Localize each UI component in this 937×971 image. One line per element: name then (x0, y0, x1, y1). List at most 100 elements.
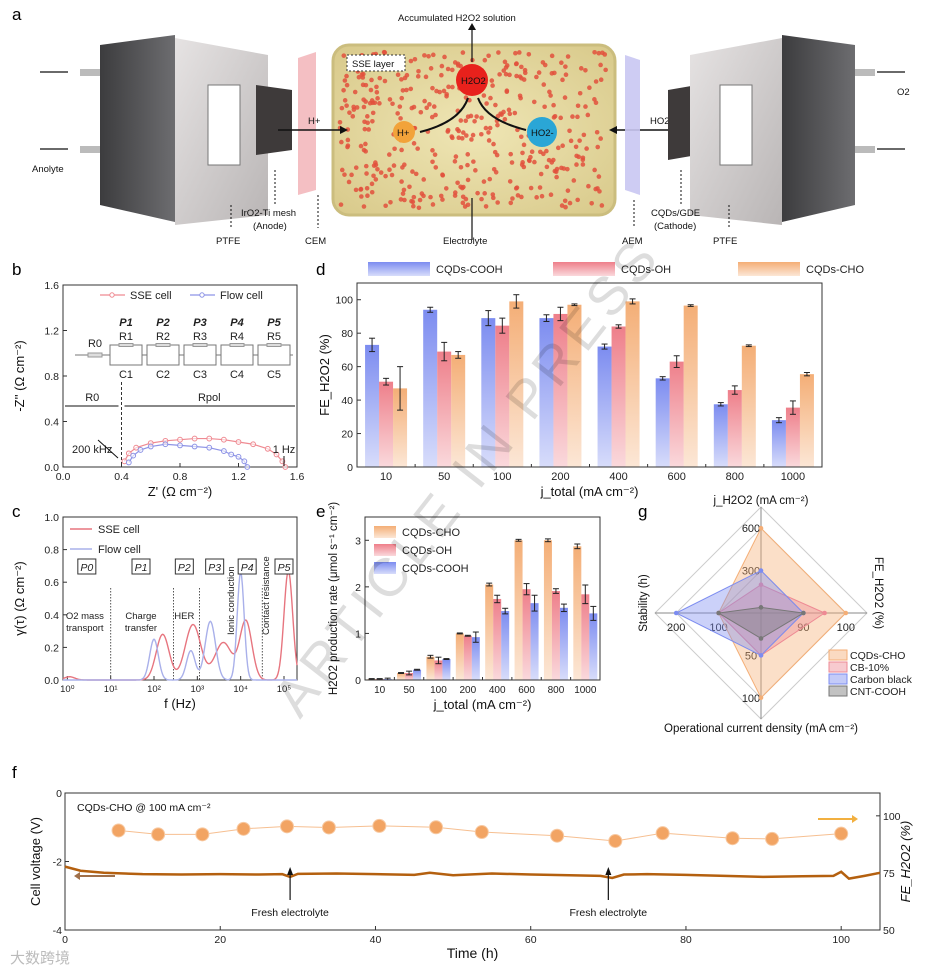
flow-arrows (40, 71, 905, 150)
radar-point (758, 605, 764, 610)
sse-particle (345, 137, 351, 143)
sse-particle (342, 172, 347, 177)
x-tick-label: 1.2 (231, 471, 246, 483)
fe-data-point (834, 826, 849, 841)
sse-particle (575, 114, 580, 120)
bar (451, 354, 466, 467)
sse-particle (514, 73, 519, 79)
data-point (162, 441, 169, 448)
sse-particle (542, 104, 547, 110)
y-tick-label: 3 (355, 535, 361, 547)
x-tick-label: 0.0 (56, 471, 71, 483)
bar (434, 660, 443, 680)
port (80, 69, 100, 76)
x-axis-title: Time (h) (447, 945, 499, 961)
sse-particle (502, 59, 508, 65)
sse-particle (495, 122, 500, 128)
x-axis-title: f (Hz) (164, 696, 196, 711)
sse-particle (449, 134, 455, 139)
sse-particle (407, 184, 412, 190)
legend-swatch (374, 562, 396, 574)
sse-particle (567, 200, 573, 206)
bar (771, 420, 786, 467)
annotation-label: Fresh electrolyte (251, 907, 329, 919)
ports (80, 69, 875, 153)
low-freq-label: 1 Hz (273, 444, 296, 456)
sse-particle (551, 115, 557, 120)
sse-particle (583, 67, 588, 73)
bar (539, 318, 554, 467)
sse-particle (359, 194, 364, 199)
fe-data-point (550, 828, 565, 843)
sse-particle (397, 104, 403, 109)
sse-particle (501, 109, 506, 115)
legend-label: CQDs-COOH (436, 264, 503, 276)
x-tick-label: 100 (493, 471, 511, 483)
sse-particle (364, 186, 370, 191)
sse-particle (358, 187, 363, 192)
bar (379, 381, 394, 467)
sse-particle (400, 191, 406, 196)
sse-particle (356, 74, 362, 80)
data-point (206, 444, 213, 451)
sse-particle (597, 189, 602, 194)
bar (713, 404, 728, 467)
panel-letter-f: f (12, 763, 17, 782)
data-point (130, 452, 137, 459)
sse-particle (602, 52, 608, 57)
legend-label: CQDs-OH (621, 264, 671, 276)
sse-particle (361, 147, 367, 153)
proton-particle (393, 121, 415, 143)
data-point (137, 447, 144, 453)
ptfe-right-label: PTFE (713, 236, 737, 247)
bar (442, 659, 451, 680)
x-tick-label: 200 (459, 685, 476, 696)
sse-particle (571, 178, 577, 183)
sse-particle (515, 193, 521, 198)
sse-particle (445, 127, 451, 133)
x-tick-label: 10⁰ (60, 684, 75, 695)
sse-particle (342, 78, 348, 83)
aem-membrane (625, 55, 640, 195)
data-point (235, 453, 242, 460)
o2-label: O2 (897, 87, 910, 98)
panel-d-fe-bars: 10 50 100 200 400 600 800 1000 0 20 40 60 80 100 j_tot… (317, 262, 864, 499)
legend-label: CB-10% (850, 662, 889, 674)
sse-particle (567, 128, 572, 134)
sse-particle (461, 130, 466, 135)
bar (581, 594, 590, 680)
ho2-particle (527, 117, 557, 147)
aem-label: AEM (622, 236, 643, 247)
process-box (237, 558, 257, 575)
x-tick-label: 800 (548, 685, 565, 696)
sse-particle (551, 157, 556, 163)
y-axis-title: FE_H2O2 (%) (317, 334, 332, 416)
sse-particle (345, 144, 350, 150)
process-description: Charge (125, 611, 156, 622)
data-point (177, 442, 183, 449)
sse-particle (537, 149, 543, 155)
x-tick-label: 10 (380, 471, 392, 483)
y-tick-label: 40 (341, 395, 353, 407)
sse-particle (421, 193, 426, 199)
axis-title-j: j_H2O2 (mA cm⁻²) (713, 495, 809, 507)
data-point (220, 436, 227, 443)
sse-particle (520, 150, 525, 156)
anode-label: (Anode) (253, 221, 287, 232)
x-tick-label: 40 (370, 934, 382, 946)
legend-swatch (374, 544, 396, 556)
bar (799, 374, 814, 467)
sse-particle (439, 72, 444, 78)
bar (423, 309, 438, 467)
legend-marker (199, 292, 205, 298)
process-label: P1 (119, 317, 132, 329)
bar (589, 613, 598, 680)
bar (413, 669, 422, 680)
sse-particle (388, 199, 393, 205)
radar-tick-label: 100 (837, 622, 855, 634)
sse-particle (370, 110, 376, 116)
sse-particle (490, 83, 495, 88)
sse-particle (460, 50, 466, 55)
sse-particle (349, 172, 354, 178)
bar (597, 346, 612, 467)
